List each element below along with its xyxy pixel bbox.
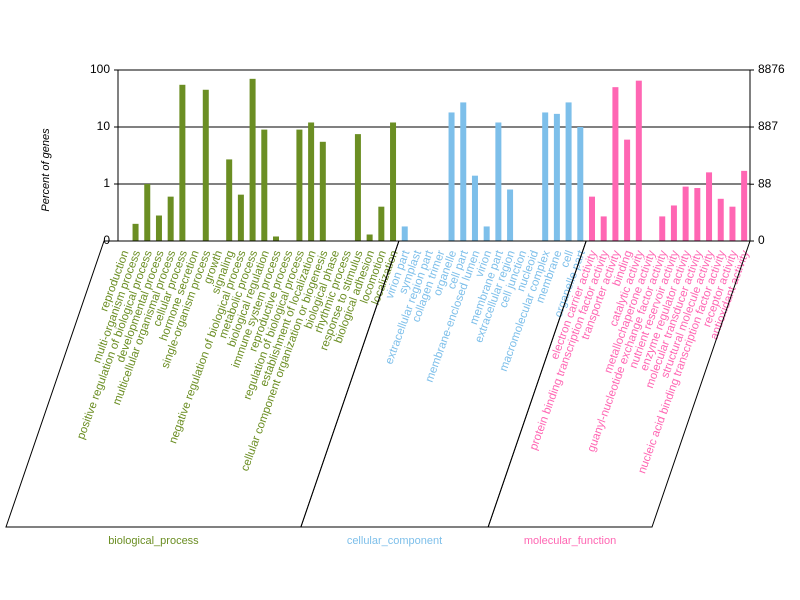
bar — [553, 113, 560, 241]
bar — [565, 102, 572, 241]
legend-label: cellular_component — [347, 535, 442, 547]
group-box — [487, 240, 751, 528]
bar — [507, 189, 514, 241]
bar — [717, 198, 724, 241]
bar — [273, 236, 279, 241]
bar — [577, 127, 584, 241]
bar — [319, 141, 326, 241]
bar — [249, 78, 256, 242]
y-axis-label: Percent of genes — [40, 128, 52, 212]
legend-label: molecular_function — [524, 535, 616, 547]
bar — [448, 112, 455, 242]
bar — [167, 196, 174, 241]
bar — [354, 134, 361, 241]
bar — [600, 216, 607, 241]
bar — [308, 122, 315, 241]
bar — [635, 80, 642, 241]
bar — [366, 234, 373, 241]
bar — [729, 206, 736, 241]
bar — [226, 159, 233, 241]
bar — [237, 194, 244, 241]
bar — [471, 175, 478, 241]
bar — [483, 226, 490, 241]
y-tick-label: 10 — [97, 119, 111, 133]
bar — [495, 122, 502, 241]
bar — [589, 196, 595, 241]
bar — [670, 205, 677, 241]
x-tick-label: cell — [559, 249, 576, 269]
y-tick-label: 0 — [103, 233, 110, 247]
y-tick-label: 1 — [103, 176, 110, 190]
bar — [378, 206, 385, 241]
bar — [694, 188, 701, 241]
y2-tick-label: 0 — [758, 233, 765, 247]
bar — [741, 170, 748, 241]
y2-tick-label: 88 — [758, 176, 772, 190]
bar — [659, 216, 666, 241]
bar — [132, 223, 139, 241]
bar — [179, 84, 186, 242]
legend-label: biological_process — [108, 535, 199, 547]
y2-tick-label: 8876 — [758, 62, 785, 76]
bar — [155, 215, 162, 241]
bar — [144, 184, 151, 241]
y2-tick-label: 887 — [758, 119, 778, 133]
bar — [401, 226, 408, 241]
bar — [624, 139, 631, 241]
bar — [682, 186, 689, 241]
bar — [612, 87, 619, 241]
bar — [202, 89, 209, 242]
bar — [261, 129, 268, 241]
bar — [296, 129, 303, 241]
bar — [542, 112, 549, 242]
bar — [390, 122, 397, 241]
bar — [706, 172, 713, 241]
y-tick-label: 100 — [90, 62, 110, 76]
bar — [460, 102, 467, 241]
